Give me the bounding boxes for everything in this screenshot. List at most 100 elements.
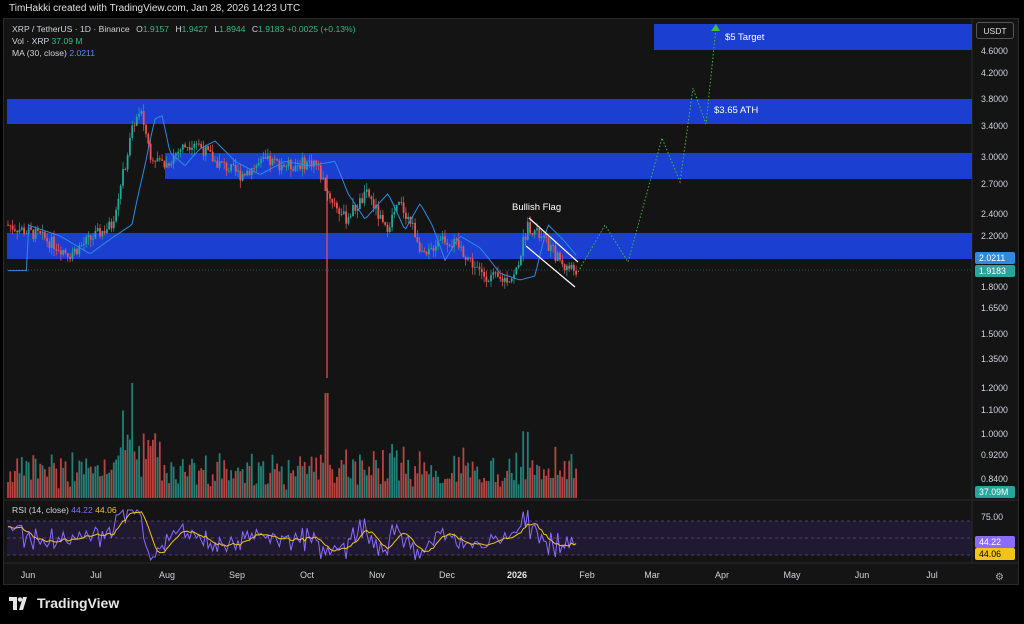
volume-bar [264,484,267,498]
volume-bar [57,488,60,498]
candle-body [152,159,154,161]
flag-upper-line [528,217,579,263]
volume-bar [262,461,265,498]
volume-bar [34,458,37,498]
candle-body [333,202,336,204]
volume-bar [214,480,216,498]
time-tick: May [783,570,801,580]
zone-support [7,233,972,259]
volume-bar [388,453,391,498]
ma-line [8,115,577,281]
volume-bar [333,482,336,498]
volume-bar [165,473,168,498]
candle-body [246,170,249,176]
volume-bar [133,451,136,498]
candle-body [101,230,104,237]
volume-bar [152,439,154,498]
candle-body [386,224,389,232]
volume-bar [372,451,375,498]
candle-body [451,245,453,247]
volume-bar [177,483,180,498]
candle-body [345,211,347,224]
candle-body [78,245,81,255]
volume-bar [480,482,483,498]
volume-bar [487,481,490,498]
candle-body [257,162,260,166]
volume-bar [400,462,403,498]
candle-body [225,162,228,171]
volume-bar [329,464,331,498]
candle-body [331,198,334,203]
volume-bar [138,446,140,498]
candle-body [503,277,506,282]
flag-lower-line [525,245,576,288]
legend-ohlc: XRP / TetherUS · 1D · Binance O1.9157 H1… [12,24,356,34]
time-tick: Jul [926,570,938,580]
price-tick: 1.0000 [981,429,1008,439]
candle-body [572,264,575,271]
volume-bar [142,433,145,498]
volume-bar [18,473,21,498]
volume-bar [490,460,492,498]
tradingview-logo-icon [9,596,27,610]
candle-body [99,228,101,237]
volume-bar [377,468,380,498]
volume-bar [308,465,311,498]
price-tick: 3.8000 [981,94,1008,104]
settings-icon[interactable]: ⚙ [995,572,1004,583]
candle-body [202,147,205,156]
volume-bar [536,464,538,498]
annotation-ath: $3.65 ATH [714,105,759,116]
candle-body [464,256,467,260]
candle-body [269,155,272,166]
volume-bar [62,467,65,498]
volume-bar [221,478,223,498]
volume-bar [395,450,398,498]
candle-body [131,125,134,138]
candle-body [207,146,209,150]
candle-body [156,158,159,162]
currency-button[interactable]: USDT [976,22,1014,39]
time-tick: Feb [579,570,595,580]
candle-body [531,233,534,235]
volume-bar [191,458,193,498]
volume-bar [106,473,108,498]
volume-bar [356,484,359,498]
candle-body [517,265,520,268]
legend-vol-value: 37.09 M [51,36,83,46]
candle-body [494,272,497,274]
candle-body [209,149,212,152]
volume-bar [9,471,12,498]
time-tick: Oct [299,570,315,580]
volume-bar [184,471,186,498]
zone-ath [7,99,972,124]
candle-body [342,211,345,215]
candle-body [368,189,370,197]
candle-body [469,257,472,259]
volume-bar [140,476,143,498]
volume-bar [131,383,134,498]
volume-bar [425,471,428,498]
volume-bar [354,461,357,498]
candle-body [175,153,177,156]
volume-bar [99,476,101,498]
candle-body [48,241,51,248]
volume-bar [46,476,48,498]
volume-bar [430,465,433,498]
candle-body [322,178,324,180]
candle-body [393,212,396,215]
volume-bar [462,447,465,498]
candle-body [135,116,138,126]
volume-badge: 37.09M [975,486,1015,498]
volume-bar [499,486,502,498]
candle-body [142,111,145,125]
candle-body [416,237,419,243]
volume-bar [43,469,46,498]
volume-bar [230,470,232,498]
legend-c-label: C [251,24,259,34]
volume-bar [55,468,58,498]
candle-body [437,240,439,247]
candle-body [198,143,200,145]
tradingview-brand: TradingView [9,595,119,611]
